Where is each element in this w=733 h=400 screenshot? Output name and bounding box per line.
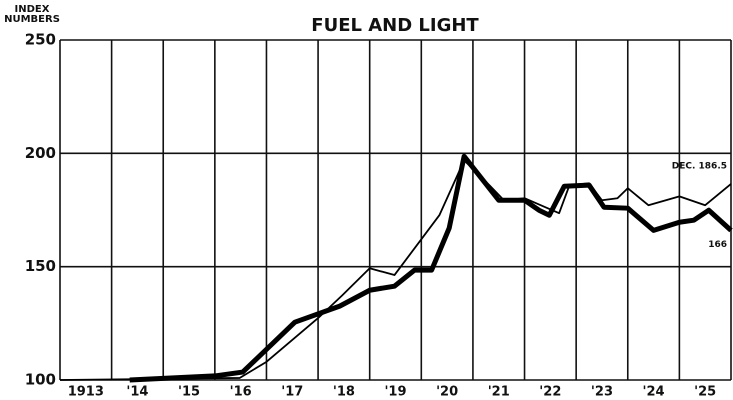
chart-title: FUEL AND LIGHT: [311, 15, 479, 36]
x-tick-label: '20: [436, 385, 458, 400]
y-tick-label: 150: [25, 257, 56, 275]
x-tick-label: 1913: [68, 385, 104, 400]
x-tick-label: '15: [178, 385, 200, 400]
x-tick-label: '17: [281, 385, 303, 400]
x-tick-label: '21: [488, 385, 510, 400]
series-label: 166: [708, 240, 727, 250]
y-tick-label: 250: [25, 31, 56, 49]
data-line: [129, 153, 733, 383]
x-tick-label: '23: [591, 385, 613, 400]
x-tick-label: '16: [230, 385, 252, 400]
y-axis-label: NUMBERS: [4, 14, 60, 25]
x-tick-label: '18: [333, 385, 355, 400]
x-tick-label: '22: [539, 385, 561, 400]
x-tick-label: '24: [643, 385, 665, 400]
x-tick-label: '19: [384, 385, 406, 400]
x-tick-label: '14: [126, 385, 148, 400]
y-axis-label: INDEX: [15, 4, 50, 15]
y-tick-label: 200: [25, 144, 56, 162]
x-tick-label: '25: [694, 385, 716, 400]
series-label: DEC. 186.5: [672, 161, 727, 171]
y-tick-label: 100: [25, 371, 56, 389]
data-line: [59, 159, 732, 381]
